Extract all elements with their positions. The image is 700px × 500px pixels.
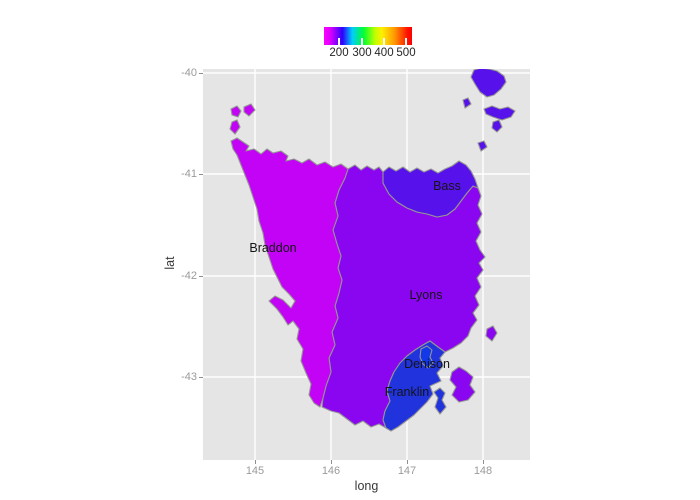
legend-tick-300: [361, 38, 363, 45]
x-tick-148: [483, 460, 484, 464]
label-lyons: Lyons: [410, 288, 443, 302]
x-tick-146: [331, 460, 332, 464]
legend-label-200: 200: [329, 47, 349, 59]
region-bass: [382, 69, 516, 218]
legend-label-400: 400: [374, 47, 394, 59]
y-tick-label--42: -42: [181, 270, 197, 282]
y-tick--43: [199, 377, 203, 378]
x-tick-label-146: 146: [321, 465, 341, 477]
flinders-island: [470, 69, 507, 98]
maria-island: [485, 325, 498, 342]
x-tick-label-148: 148: [473, 465, 493, 477]
y-axis-title: lat: [163, 256, 177, 270]
label-bass: Bass: [433, 179, 461, 193]
legend-tick-500: [405, 38, 407, 45]
y-tick--42: [199, 276, 203, 277]
legend-tick-400: [383, 38, 385, 45]
region-denison: [419, 345, 434, 369]
y-tick--41: [199, 174, 203, 175]
walker-island: [229, 119, 241, 135]
cape-barren-island: [483, 105, 516, 121]
three-hummock-island: [243, 103, 256, 117]
legend-tick-200: [338, 38, 340, 45]
colorbar-legend: 200 300 400 500: [324, 27, 416, 61]
tasman-peninsula: [449, 366, 476, 403]
legend-label-500: 500: [396, 47, 416, 59]
y-tick-label--41: -41: [181, 168, 197, 180]
legend-gradient-bar: [324, 27, 412, 45]
region-lyons: [321, 164, 498, 429]
x-tick-145: [255, 460, 256, 464]
bruny-island: [433, 387, 447, 415]
x-tick-label-147: 147: [397, 465, 417, 477]
y-tick-label--40: -40: [181, 67, 197, 79]
region-labels: Braddon Bass Lyons Denison Franklin: [249, 179, 461, 399]
label-franklin: Franklin: [385, 385, 430, 399]
region-braddon: [229, 103, 349, 408]
plot-panel: Braddon Bass Lyons Denison Franklin: [203, 69, 530, 460]
x-tick-147: [407, 460, 408, 464]
small-islet: [462, 97, 472, 109]
legend-label-300: 300: [352, 47, 372, 59]
robbins-island: [230, 105, 242, 118]
y-tick--40: [199, 73, 203, 74]
label-denison: Denison: [404, 357, 450, 371]
clarke-island: [491, 119, 503, 133]
label-braddon: Braddon: [249, 241, 296, 255]
x-tick-label-145: 145: [245, 465, 265, 477]
swan-islet: [477, 140, 488, 152]
x-axis-title: long: [354, 479, 379, 493]
y-tick-label--43: -43: [181, 371, 197, 383]
